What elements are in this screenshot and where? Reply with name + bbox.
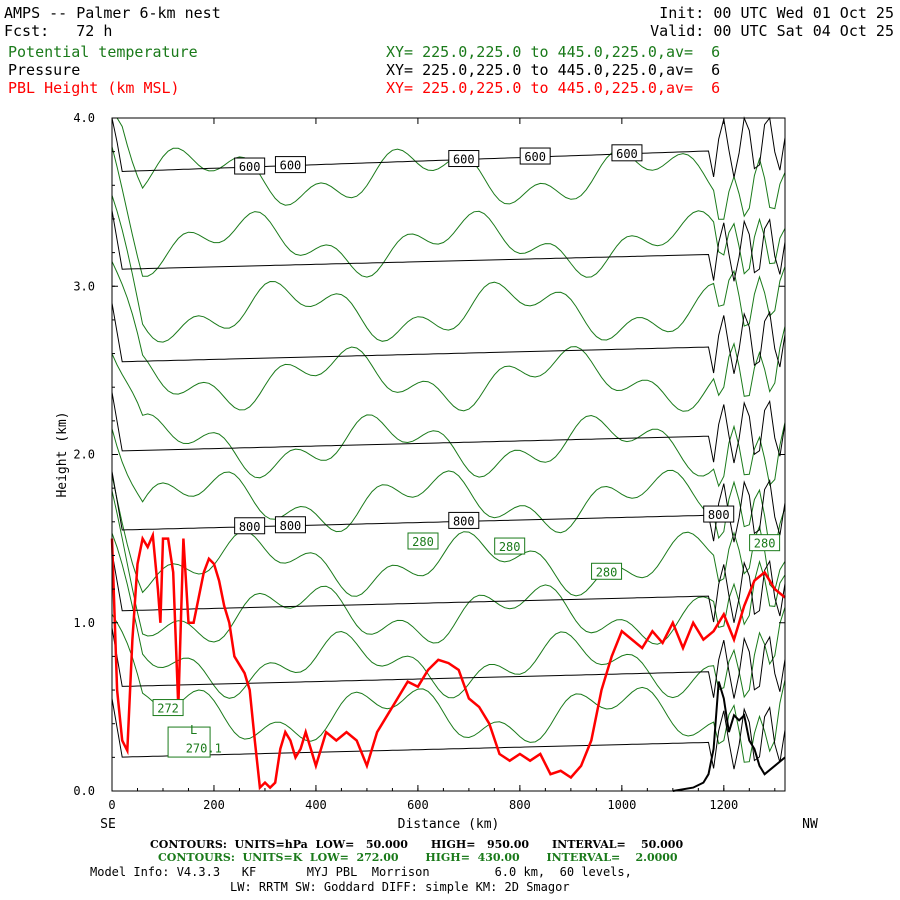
low-center-box	[167, 726, 211, 758]
theta-label-box	[591, 562, 623, 580]
pressure-label-box	[703, 505, 735, 523]
x-axis-label: Distance (km)	[398, 817, 500, 832]
pbl-height-series	[110, 530, 786, 791]
pressure-contour-line	[111, 392, 786, 464]
y-tick-label: 2.0	[73, 448, 95, 462]
x-tick-label: 0	[108, 798, 115, 812]
footer-model-info: Model Info: V4.3.3 KF MYJ PBL Morrison 6…	[90, 865, 632, 879]
header-title: AMPS -- Palmer 6-km nest	[4, 4, 221, 22]
pressure-contour-line	[111, 627, 786, 699]
theta-contour-line	[111, 261, 786, 412]
theta-label: 280	[596, 565, 618, 579]
theta-contour-line	[111, 195, 786, 343]
theta-label-box	[494, 537, 526, 555]
pressure-label-box	[448, 150, 480, 168]
pressure-contours	[111, 116, 786, 792]
y-tick-label: 4.0	[73, 111, 95, 125]
y-tick-label: 3.0	[73, 279, 95, 293]
pressure-label-box	[611, 144, 643, 162]
axes: 0 200 400 600 800 1000 1200 0.0 1.0 2.0 3.0 4.0 Dist…	[55, 111, 818, 832]
x-tick-label: 200	[203, 798, 225, 812]
pressure-label: 600	[239, 160, 261, 174]
pressure-label: 600	[453, 153, 475, 167]
pressure-label-box	[234, 157, 266, 175]
x-tick-label: 400	[305, 798, 327, 812]
field-xy-pressure: XY= 225.0,225.0 to 445.0,225.0,av= 6	[386, 61, 721, 79]
theta-contours	[111, 117, 786, 763]
pressure-contour-line	[111, 698, 786, 770]
theta-label: 280	[499, 540, 521, 554]
x-tick-label: 800	[509, 798, 531, 812]
theta-contour-line	[111, 490, 786, 645]
header-valid-time: Valid: 00 UTC Sat 04 Oct 25	[650, 22, 894, 40]
pbl-height-line	[110, 530, 786, 791]
theta-label-box	[407, 532, 439, 550]
pressure-label: 800	[280, 519, 302, 533]
pressure-label-box	[274, 156, 306, 174]
pressure-label-box	[274, 516, 306, 534]
theta-contour-line	[111, 146, 786, 278]
footer-contours-theta: CONTOURS: UNITS=K LOW= 272.00 HIGH= 430.…	[158, 851, 678, 864]
theta-label-box	[152, 699, 184, 717]
low-center-label: L	[190, 723, 197, 737]
pressure-label-box	[519, 147, 551, 165]
theta-contour-line	[111, 532, 786, 699]
pressure-contour-line	[111, 303, 786, 374]
pressure-label: 800	[708, 508, 730, 522]
pressure-label: 600	[616, 147, 638, 161]
header-init-time: Init: 00 UTC Wed 01 Oct 25	[659, 4, 894, 22]
low-center-label: 270.1	[186, 741, 222, 755]
plot-frame	[111, 117, 786, 792]
pressure-label-box	[448, 511, 480, 529]
y-axis-label: Height (km)	[55, 411, 70, 497]
theta-label: 280	[412, 535, 434, 549]
theta-label: 280	[754, 537, 776, 551]
field-xy-theta: XY= 225.0,225.0 to 445.0,225.0,av= 6	[386, 43, 721, 61]
pressure-contour-line	[111, 210, 786, 282]
header-forecast-hour: Fcst: 72 h	[4, 22, 113, 40]
pressure-label: 800	[239, 520, 261, 534]
theta-contour-line	[111, 353, 786, 488]
pressure-label: 600	[524, 150, 546, 164]
pressure-label: 600	[280, 159, 302, 173]
field-xy-pbl: XY= 225.0,225.0 to 445.0,225.0,av= 6	[386, 79, 721, 97]
theta-contour-line	[111, 428, 786, 552]
x-tick-label: 1000	[607, 798, 636, 812]
footer-contours-pressure: CONTOURS: UNITS=hPa LOW= 50.000 HIGH= 95…	[150, 838, 684, 851]
field-name-pressure: Pressure	[8, 61, 81, 79]
left-end-label: SE	[100, 817, 116, 832]
terrain-line	[672, 681, 786, 792]
y-tick-label: 0.0	[73, 784, 95, 798]
theta-contour-line	[111, 474, 786, 597]
x-tick-label: 1200	[709, 798, 738, 812]
field-name-pbl: PBL Height (km MSL)	[8, 79, 180, 97]
x-tick-label: 600	[407, 798, 429, 812]
theta-contour-line	[111, 614, 786, 763]
right-end-label: NW	[802, 817, 818, 832]
pressure-label-box	[234, 517, 266, 535]
pressure-contour-line	[111, 116, 786, 178]
theta-label: 272	[157, 702, 179, 716]
pressure-label: 800	[453, 514, 475, 528]
theta-label-box	[749, 534, 781, 552]
y-tick-label: 1.0	[73, 616, 95, 630]
contour-labels: 600 600 600 600 600 800 800 800 800 280 280 280 280 2…	[152, 144, 781, 758]
field-name-theta: Potential temperature	[8, 43, 198, 61]
footer-model-physics: LW: RRTM SW: Goddard DIFF: simple KM: 2D…	[230, 880, 570, 894]
